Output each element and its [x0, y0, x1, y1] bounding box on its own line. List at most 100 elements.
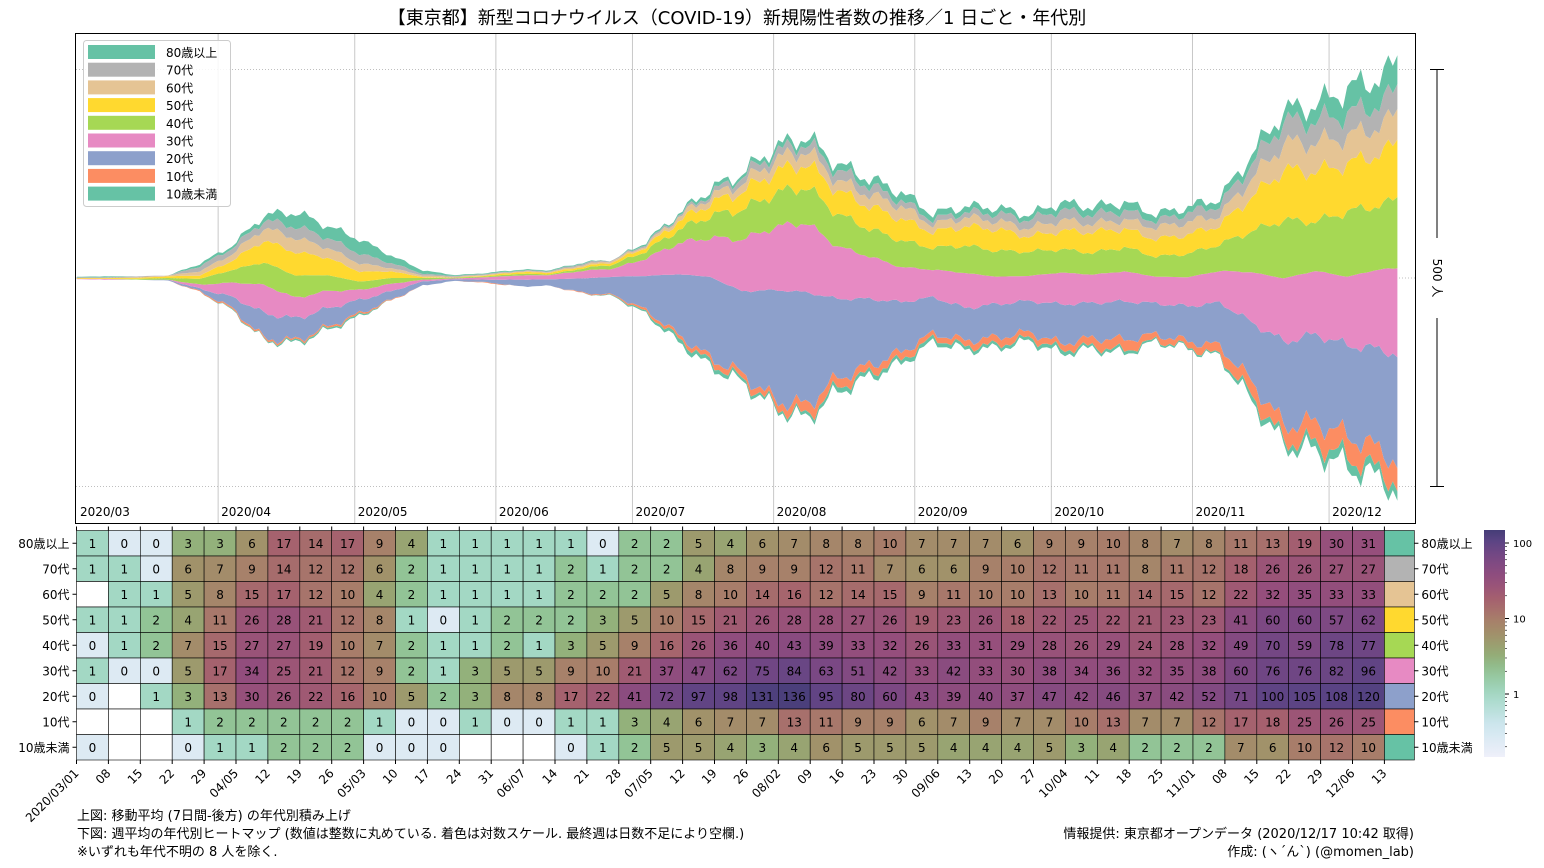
- heatmap-cell-value: 62: [1361, 613, 1376, 627]
- heatmap-cell: [1001, 734, 1034, 761]
- heatmap-cell-value: 4: [376, 588, 384, 602]
- heatmap-cell-value: 33: [946, 639, 961, 653]
- heatmap-cell: [618, 530, 651, 557]
- heatmap-cell-value: 8: [376, 613, 384, 627]
- heatmap-cell-value: 0: [152, 537, 160, 551]
- heatmap-cell: [267, 581, 301, 608]
- heatmap-cell-value: 10: [978, 588, 993, 602]
- heatmap-cell: [1320, 708, 1353, 735]
- heatmap-cell-value: 1: [503, 588, 511, 602]
- x-tick-label: 09: [795, 766, 816, 787]
- heatmap-cell-value: 23: [1169, 613, 1184, 627]
- heatmap-cell: [809, 530, 843, 557]
- heatmap-cell: [1160, 581, 1194, 608]
- heatmap-cell-value: 9: [918, 588, 926, 602]
- heatmap-row-color-key: [1384, 581, 1415, 608]
- heatmap-cell-value: 3: [599, 613, 607, 627]
- heatmap-cell-value: 22: [1233, 588, 1248, 602]
- heatmap-cell-value: 6: [822, 741, 830, 755]
- heatmap-row-70代: 1 1 0 6 7 9 14 12 12 6 2 1 1 1 1 2 1 2 2 4 8 9 9 12 11 7 6 6 9 10 12 11…: [42, 555, 1449, 582]
- heatmap-cell-value: 26: [978, 613, 993, 627]
- heatmap-cell-value: 3: [216, 537, 224, 551]
- heatmap-cell-value: 7: [727, 715, 735, 729]
- heatmap-cell: [1097, 734, 1130, 761]
- heatmap-cell: [1192, 734, 1226, 761]
- heatmap-cell: [714, 632, 747, 659]
- legend-label: 50代: [166, 99, 193, 113]
- heatmap-cell-empty: [490, 734, 524, 761]
- heatmap-cell-value: 1: [471, 613, 479, 627]
- heatmap-cell-value: 76: [1265, 664, 1280, 678]
- heatmap-cell: [841, 657, 875, 684]
- heatmap-cell: [363, 606, 396, 633]
- heatmap-cell: [427, 683, 460, 710]
- y-label-left: 30代: [42, 664, 69, 678]
- heatmap-cell-value: 4: [184, 613, 192, 627]
- heatmap-cell-value: 1: [503, 562, 511, 576]
- heatmap-cell-value: 12: [308, 588, 323, 602]
- heatmap-row-50代: 1 1 2 4 11 26 28 21 12 8 1 0 1 2 2 2 3 5 10 15 21 26 28 28 27 26 1…: [42, 606, 1449, 633]
- heatmap-cell-value: 1: [567, 537, 575, 551]
- heatmap-cell: [618, 657, 651, 684]
- heatmap-cell-value: 1: [503, 537, 511, 551]
- heatmap-cell-value: 31: [978, 639, 993, 653]
- heatmap-cell: [586, 581, 620, 608]
- heatmap-cell-value: 17: [276, 537, 291, 551]
- heatmap-cell-value: 3: [759, 741, 767, 755]
- heatmap-cell-value: 0: [89, 690, 97, 704]
- heatmap-cell: [1097, 708, 1130, 735]
- heatmap-cell: [746, 657, 779, 684]
- heatmap-cell: [618, 734, 651, 761]
- heatmap-cell: [969, 632, 1002, 659]
- heatmap-cell: [299, 606, 332, 633]
- heatmap-cell-value: 120: [1357, 690, 1380, 704]
- heatmap-cell-value: 6: [1014, 537, 1022, 551]
- x-tick-label: 05/03: [334, 766, 368, 800]
- heatmap-cell: [1128, 530, 1162, 557]
- heatmap-cell: [1097, 530, 1130, 557]
- heatmap-cell-value: 6: [695, 715, 703, 729]
- heatmap-cell-value: 71: [1233, 690, 1248, 704]
- heatmap-cell: [1192, 657, 1226, 684]
- heatmap-cell-value: 1: [471, 639, 479, 653]
- heatmap-cell-value: 29: [1010, 639, 1025, 653]
- heatmap-cell-value: 10: [1074, 715, 1089, 729]
- heatmap-cell-value: 36: [723, 639, 738, 653]
- heatmap-cell-value: 28: [787, 613, 802, 627]
- heatmap-cell: [363, 555, 396, 582]
- x-tick-label: 08: [1209, 766, 1230, 787]
- heatmap-cell-value: 4: [727, 537, 735, 551]
- heatmap-cell-value: 22: [1042, 613, 1057, 627]
- heatmap-cell-value: 12: [819, 562, 834, 576]
- x-tick-label: 14: [539, 766, 560, 787]
- heatmap-cell: [618, 632, 651, 659]
- heatmap-cell-empty: [76, 581, 109, 608]
- heatmap-cell: [937, 606, 970, 633]
- heatmap-cell: [1065, 657, 1098, 684]
- x-tick-label: 28: [603, 766, 624, 787]
- heatmap-cell: [522, 683, 556, 710]
- y-label-left: 80歳以上: [18, 537, 69, 551]
- heatmap-cell: [458, 555, 492, 582]
- heatmap-cell-value: 60: [882, 690, 897, 704]
- heatmap-cell-value: 7: [184, 639, 192, 653]
- heatmap-cell-value: 16: [787, 588, 802, 602]
- heatmap-cell-value: 70: [1265, 639, 1280, 653]
- y-label-left: 60代: [42, 588, 69, 602]
- heatmap-cell-value: 1: [152, 588, 160, 602]
- y-label-right: 50代: [1421, 613, 1448, 627]
- month-label: 2020/12: [1332, 505, 1382, 519]
- y-label-right: 20代: [1421, 690, 1448, 704]
- heatmap-cell-value: 0: [440, 715, 448, 729]
- heatmap-cell-value: 51: [850, 664, 865, 678]
- heatmap-cell-value: 0: [152, 562, 160, 576]
- heatmap-cell-value: 26: [914, 639, 929, 653]
- heatmap-cell: [937, 657, 970, 684]
- month-label: 2020/09: [918, 505, 968, 519]
- heatmap-cell: [299, 734, 332, 761]
- heatmap-cell-empty: [522, 734, 556, 761]
- heatmap-cell-value: 5: [535, 664, 543, 678]
- heatmap-cell-value: 40: [755, 639, 770, 653]
- heatmap-cell: [937, 683, 970, 710]
- heatmap-cell: [458, 708, 492, 735]
